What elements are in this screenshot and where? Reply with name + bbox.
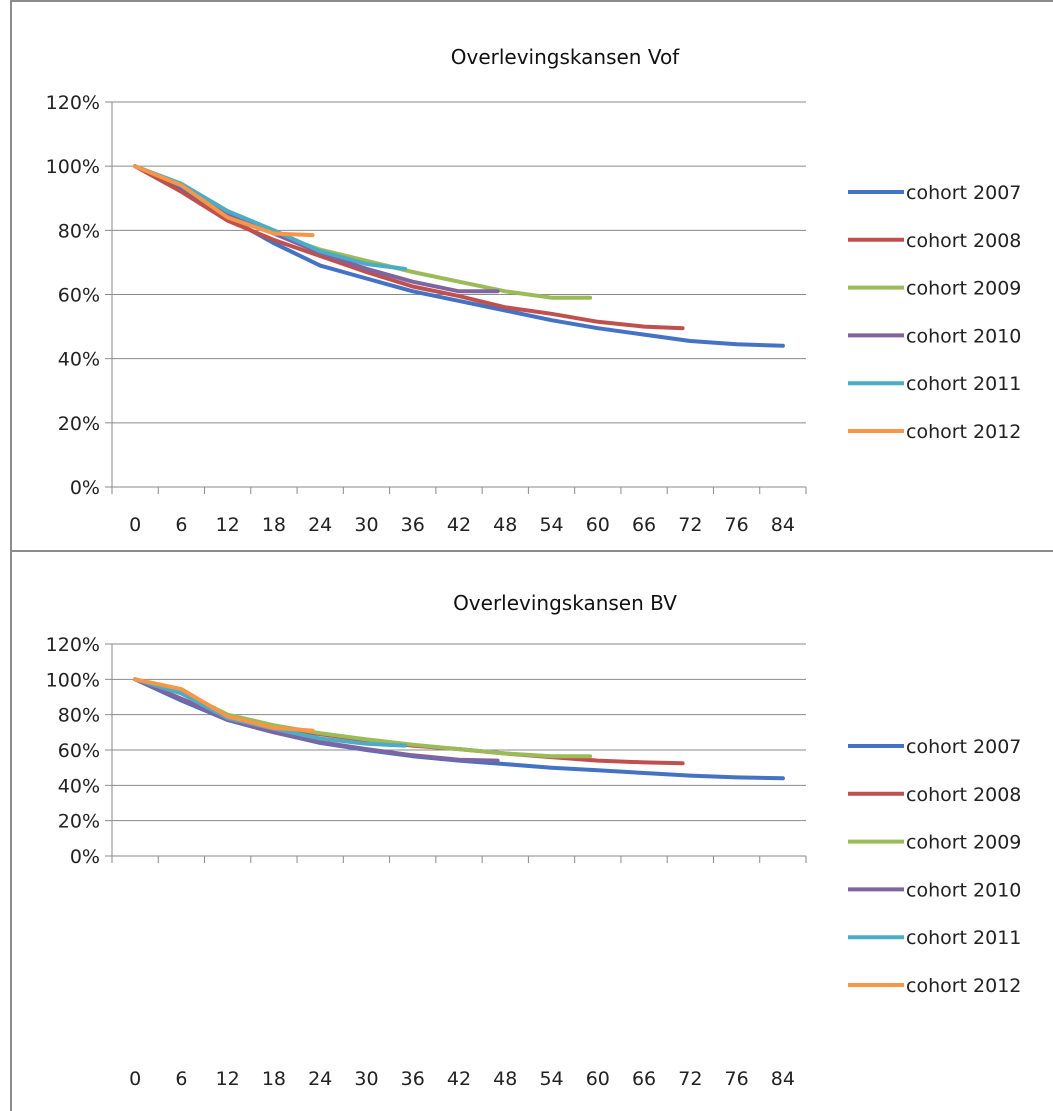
x-tick-labels: 0 6 12 18 24 30 36 42 48 54 60 66 72 76 84 [129, 1068, 795, 1090]
x-tick-label: 66 [632, 1068, 656, 1090]
x-tick-labels: 0 6 12 18 24 30 36 42 48 54 60 66 72 76 84 [129, 514, 795, 536]
x-tick-label: 54 [539, 1068, 563, 1090]
x-tick-label: 66 [632, 514, 656, 536]
legend-label: cohort 2009 [906, 832, 1021, 854]
x-tick-label: 6 [175, 1068, 187, 1090]
x-tick-label: 60 [586, 1068, 610, 1090]
x-tick-label: 48 [493, 514, 517, 536]
series-cohort-2012 [133, 677, 315, 733]
y-tick-label: 120% [46, 634, 100, 656]
x-tick-label: 76 [725, 514, 749, 536]
legend-label: cohort 2010 [906, 325, 1021, 347]
y-tick-label: 100% [46, 669, 100, 691]
legend-label: cohort 2012 [906, 975, 1021, 997]
y-tick-label: 20% [58, 413, 100, 435]
legend: cohort 2007 cohort 2008 cohort 2009 cohort … [848, 182, 1021, 443]
legend-label: cohort 2008 [906, 230, 1021, 252]
x-tick-label: 36 [401, 1068, 425, 1090]
legend-label: cohort 2010 [906, 879, 1021, 901]
axes [105, 101, 807, 494]
series-cohort-2007 [133, 677, 785, 781]
x-tick-label: 76 [725, 1068, 749, 1090]
y-tick-label: 120% [46, 92, 100, 114]
legend-label: cohort 2007 [906, 182, 1021, 204]
chart-bv-svg: Overlevingskansen BV 0% 20% 40% 60% 80% 100% 1… [10, 552, 1021, 1111]
y-tick-label: 80% [58, 705, 100, 727]
y-tick-labels: 0% 20% 40% 60% 80% 100% 120% [46, 92, 100, 499]
x-tick-label: 60 [586, 514, 610, 536]
x-tick-label: 30 [354, 514, 378, 536]
chart-title: Overlevingskansen Vof [451, 45, 680, 69]
series-lines [133, 164, 785, 348]
y-tick-label: 60% [58, 285, 100, 307]
series-cohort-2012 [133, 164, 315, 238]
y-tick-label: 40% [58, 775, 100, 797]
y-tick-label: 40% [58, 349, 100, 371]
y-tick-label: 100% [46, 156, 100, 178]
chart-vof-svg: Overlevingskansen Vof 0% 20% 40% 60% 80% 100%… [10, 0, 1053, 552]
y-tick-label: 20% [58, 811, 100, 833]
x-tick-label: 54 [539, 514, 563, 536]
axes [105, 643, 807, 863]
legend-label: cohort 2011 [906, 927, 1021, 949]
gridlines [112, 101, 806, 424]
legend-label: cohort 2007 [906, 736, 1021, 758]
y-tick-label: 0% [70, 477, 100, 499]
x-tick-label: 12 [216, 1068, 240, 1090]
x-tick-label: 30 [354, 1068, 378, 1090]
y-tick-labels: 0% 20% 40% 60% 80% 100% 120% [46, 634, 100, 868]
legend-label: cohort 2011 [906, 373, 1021, 395]
chart-bv: Overlevingskansen BV 0% 20% 40% 60% 80% 100% 1… [0, 552, 1053, 1111]
legend-label: cohort 2012 [906, 421, 1021, 443]
x-tick-label: 6 [175, 514, 187, 536]
x-tick-label: 72 [678, 514, 702, 536]
x-tick-label: 18 [262, 1068, 286, 1090]
series-cohort-2007 [133, 164, 785, 348]
legend: cohort 2007 cohort 2008 cohort 2009 cohort … [848, 736, 1021, 997]
x-tick-label: 42 [447, 514, 471, 536]
series-lines [133, 677, 785, 781]
x-tick-label: 0 [129, 514, 141, 536]
chart-title: Overlevingskansen BV [453, 591, 677, 615]
y-tick-label: 60% [58, 740, 100, 762]
x-tick-label: 48 [493, 1068, 517, 1090]
series-cohort-2010 [133, 164, 500, 294]
x-tick-label: 18 [262, 514, 286, 536]
series-cohort-2010 [133, 677, 500, 763]
x-tick-label: 84 [771, 514, 795, 536]
y-tick-label: 0% [70, 846, 100, 868]
x-tick-label: 84 [771, 1068, 795, 1090]
series-cohort-2008 [133, 677, 685, 766]
x-tick-label: 24 [308, 514, 332, 536]
x-tick-label: 72 [678, 1068, 702, 1090]
legend-label: cohort 2009 [906, 278, 1021, 300]
x-tick-label: 0 [129, 1068, 141, 1090]
x-tick-label: 24 [308, 1068, 332, 1090]
x-tick-label: 36 [401, 514, 425, 536]
x-tick-label: 42 [447, 1068, 471, 1090]
y-tick-label: 80% [58, 220, 100, 242]
legend-label: cohort 2008 [906, 784, 1021, 806]
x-tick-label: 12 [216, 514, 240, 536]
gridlines [112, 643, 806, 822]
chart-vof: Overlevingskansen Vof 0% 20% 40% 60% 80% 100%… [0, 0, 1053, 552]
series-cohort-2008 [133, 164, 685, 331]
